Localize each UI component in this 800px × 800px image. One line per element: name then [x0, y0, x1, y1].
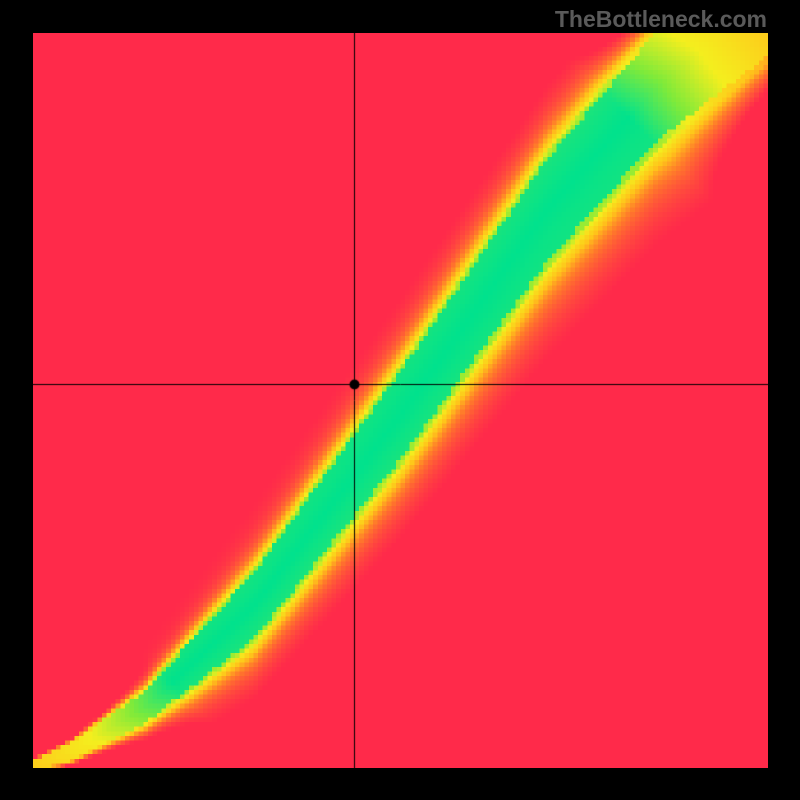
crosshair-overlay: [33, 33, 768, 768]
watermark-text: TheBottleneck.com: [555, 6, 767, 33]
chart-container: TheBottleneck.com: [0, 0, 800, 800]
